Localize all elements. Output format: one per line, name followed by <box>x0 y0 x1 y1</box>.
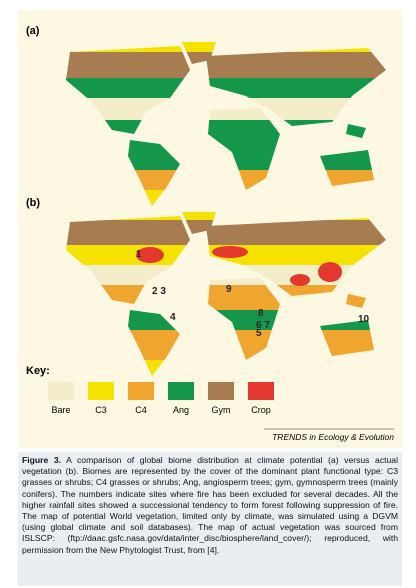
key-label: C4 <box>135 405 147 415</box>
key-swatch <box>48 382 74 400</box>
site-label: 9 <box>226 284 232 295</box>
caption-label: Figure 3. <box>22 455 62 465</box>
figure: (a) (b) Key: TRENDS in Ecology & Evoluti… <box>18 10 402 448</box>
caption: Figure 3. A comparison of global biome d… <box>18 452 402 586</box>
key-label: Gym <box>212 405 231 415</box>
site-label: 1 <box>136 249 142 260</box>
key-swatch <box>208 382 234 400</box>
site-label: 8 <box>258 308 264 319</box>
key-label: Ang <box>173 405 189 415</box>
credit: TRENDS in Ecology & Evolution <box>272 432 394 442</box>
key-label: Bare <box>51 405 70 415</box>
biome-band <box>66 52 386 78</box>
key-swatch <box>88 382 114 400</box>
panel-label: (a) <box>26 25 40 37</box>
crop-area <box>212 246 248 258</box>
site-label: 6 7 <box>256 320 270 331</box>
crop-area <box>136 247 164 263</box>
key-swatch <box>128 382 154 400</box>
key-swatch <box>168 382 194 400</box>
site-label: 5 <box>256 328 262 339</box>
site-label: 4 <box>170 312 176 323</box>
key-title: Key: <box>26 365 50 377</box>
crop-area <box>318 262 342 282</box>
key-swatch <box>248 382 274 400</box>
caption-text: A comparison of global biome distributio… <box>22 455 398 555</box>
site-label: 10 <box>358 314 370 325</box>
biome-band <box>66 78 386 98</box>
panel-label: (b) <box>26 197 40 209</box>
key-label: C3 <box>95 405 107 415</box>
site-label: 2 3 <box>152 286 166 297</box>
key-label: Crop <box>251 405 271 415</box>
crop-area <box>290 274 310 286</box>
